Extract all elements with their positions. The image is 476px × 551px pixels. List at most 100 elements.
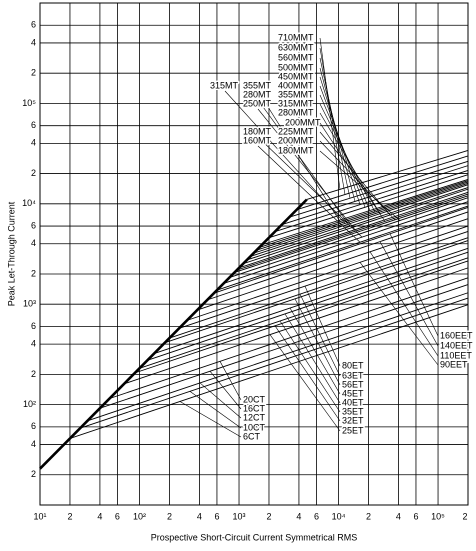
leader-line	[319, 140, 396, 221]
y-axis-label: Peak Let-Through Current	[6, 201, 16, 306]
fuse-curve	[123, 267, 469, 385]
y-tick-label: 4	[31, 37, 36, 47]
series-label: 225MMT	[278, 126, 314, 136]
series-label: 630MMT	[278, 42, 314, 52]
y-tick-label: 10⁵	[22, 98, 36, 108]
leader-line	[319, 150, 401, 221]
leader-line	[189, 391, 242, 429]
x-tick-label: 10³	[233, 511, 246, 521]
leader-line	[269, 334, 341, 432]
leader-line	[199, 382, 242, 419]
fuse-curve	[216, 205, 469, 291]
leader-line	[257, 108, 356, 230]
x-tick-label: 4	[296, 511, 301, 521]
y-tick-label: 4	[31, 439, 36, 449]
y-tick-label: 2	[31, 369, 36, 379]
series-label: 16CT	[243, 403, 266, 413]
series-label: 6CT	[243, 431, 261, 441]
leader-line	[389, 233, 439, 337]
fuse-curve	[69, 304, 469, 439]
fuse-curve	[169, 237, 469, 339]
series-label: 355MT	[243, 80, 272, 90]
x-tick-label: 2	[462, 511, 467, 521]
leader-line	[257, 90, 341, 222]
leader-line	[219, 361, 242, 401]
x-tick-label: 10²	[133, 511, 146, 521]
leader-line	[319, 67, 356, 202]
fuse-curve	[153, 247, 469, 355]
x-tick-label: 10⁴	[332, 511, 346, 521]
x-tick-label: 4	[197, 511, 202, 521]
series-label: 20CT	[243, 394, 266, 404]
fuse-curve	[109, 277, 469, 399]
fuse-curve	[261, 178, 469, 246]
x-tick-label: 6	[115, 511, 120, 521]
series-label: 90EET	[440, 359, 468, 369]
series-label: 35ET	[342, 406, 364, 416]
leader-line	[304, 286, 341, 367]
leader-line	[319, 131, 391, 216]
series-label: 180MT	[243, 126, 272, 136]
fuse-curve	[246, 187, 469, 261]
fuse-curve	[296, 155, 469, 211]
y-tick-label: 2	[31, 268, 36, 278]
y-tick-label: 6	[31, 421, 36, 431]
y-tick-label: 4	[31, 339, 36, 349]
x-tick-label: 4	[97, 511, 102, 521]
x-tick-label: 2	[167, 511, 172, 521]
y-tick-label: 4	[31, 238, 36, 248]
fuse-curve	[197, 218, 469, 311]
leader-line	[294, 298, 341, 386]
leader-line	[279, 320, 341, 413]
leader-line	[284, 313, 341, 404]
leader-line	[369, 251, 439, 357]
series-label: 400MMT	[278, 80, 314, 90]
leader-line	[289, 307, 341, 395]
x-axis-label: Prospective Short-Circuit Current Symmet…	[151, 532, 358, 542]
leader-line	[319, 122, 386, 222]
fuse-curve	[186, 225, 469, 321]
y-tick-label: 6	[31, 220, 36, 230]
y-tick-label: 4	[31, 138, 36, 148]
leader-line	[209, 371, 242, 410]
available-peak-line	[39, 198, 308, 470]
x-tick-label: 6	[413, 511, 418, 521]
series-label: 160MT	[243, 135, 272, 145]
y-tick-label: 2	[31, 168, 36, 178]
leader-line	[319, 76, 361, 205]
series-label: 45ET	[342, 388, 364, 398]
fuse-curve	[164, 240, 469, 344]
leader-line	[257, 136, 363, 238]
fuse-curve	[139, 257, 469, 369]
leader-line	[319, 85, 366, 208]
y-tick-label: 6	[31, 321, 36, 331]
series-label: 56ET	[342, 379, 364, 389]
series-label: 40ET	[342, 397, 364, 407]
x-tick-label: 2	[67, 511, 72, 521]
series-label: 500MMT	[278, 62, 314, 72]
leader-line	[379, 241, 439, 347]
x-tick-label: 6	[314, 511, 319, 521]
x-tick-label: 10⁵	[431, 511, 445, 521]
series-label: 160EET	[440, 330, 473, 340]
leader-line	[179, 401, 242, 438]
fuse-curve	[289, 160, 469, 218]
fuse-curve	[256, 181, 469, 251]
series-label: 280MMT	[278, 107, 314, 117]
fuse-curve	[281, 165, 469, 226]
fuse-curve	[253, 182, 469, 254]
series-label: 180MMT	[278, 145, 314, 155]
series-label: 560MMT	[278, 52, 314, 62]
fuse-curve	[250, 184, 469, 257]
fuse-curve	[242, 188, 469, 265]
fuse-curve	[207, 211, 469, 301]
fuse-curve	[178, 231, 469, 329]
leader-line	[319, 47, 346, 195]
leader-line	[319, 37, 341, 190]
series-label: 140EET	[440, 340, 473, 350]
x-tick-label: 2	[366, 511, 371, 521]
y-tick-label: 10²	[23, 399, 36, 409]
series-label: 250MT	[243, 98, 272, 108]
